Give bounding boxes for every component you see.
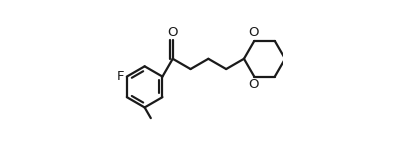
Text: O: O: [248, 26, 258, 39]
Text: O: O: [248, 78, 258, 91]
Text: F: F: [117, 70, 125, 83]
Text: O: O: [168, 26, 178, 39]
